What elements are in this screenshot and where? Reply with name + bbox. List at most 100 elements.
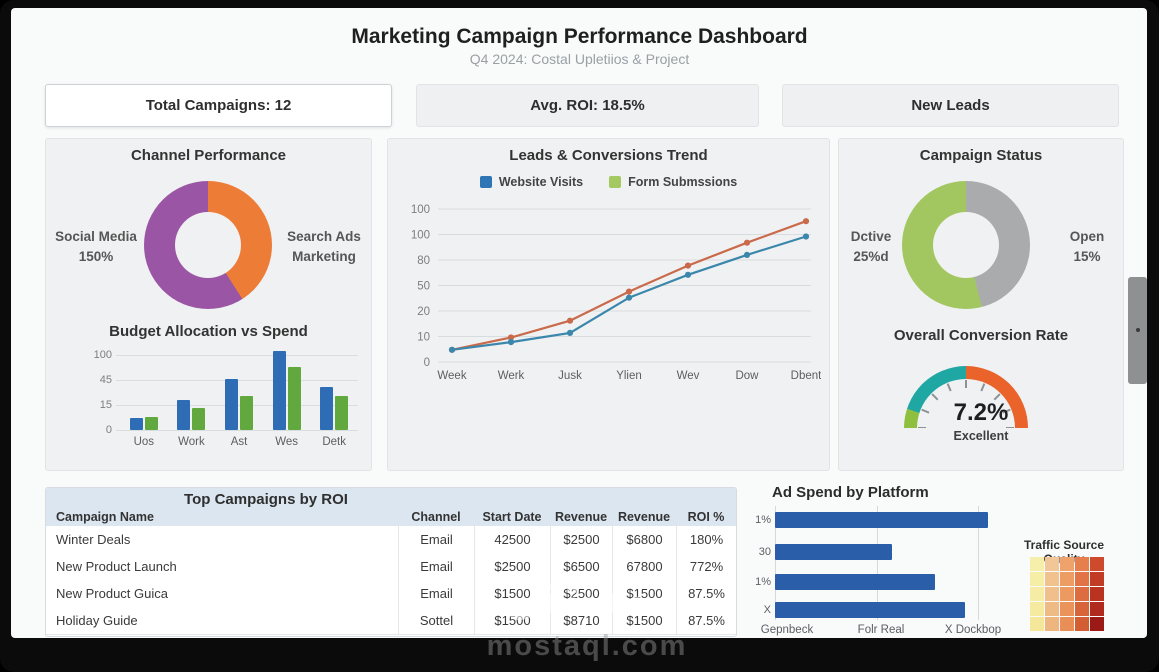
x-axis-label: Ast (230, 436, 248, 448)
heatmap-cell (1090, 587, 1104, 601)
donut-label-dctive: Dctive 25%d (850, 229, 892, 264)
bar (177, 400, 191, 430)
campaign-status-donut (902, 181, 1030, 309)
heatmap-cell (1060, 602, 1074, 616)
gridline (775, 506, 776, 620)
bar (775, 512, 988, 528)
gauge-tick (965, 380, 967, 388)
gauge-tick (918, 427, 926, 428)
heatmap-cell (1045, 602, 1059, 616)
heatmap-cell (1075, 587, 1089, 601)
top-campaigns-table: Top Campaigns by ROI Campaign Name Channe… (45, 487, 737, 637)
x-axis-label: Uos (133, 436, 155, 448)
table-cell: $1500 (612, 580, 676, 607)
column-header: Revenue (617, 510, 671, 524)
table-cell: Winter Deals (56, 532, 131, 547)
legend-item[interactable]: Form Submssions (609, 175, 737, 189)
x-axis-label: X Dockbop (944, 624, 1002, 636)
y-axis-label: 1% (755, 514, 771, 526)
donut-label-social-media: Social Media 150% (55, 229, 137, 264)
x-axis-label: Wes (275, 436, 298, 448)
donut-hole (933, 212, 999, 278)
heatmap-cell (1030, 617, 1044, 631)
panel-channel-performance: Channel Performance Social Media 150% Sea… (45, 138, 372, 471)
bar (192, 408, 206, 430)
table-cell: Email (398, 580, 474, 607)
table-cell: 67800 (612, 553, 676, 580)
scrollbar-thumb[interactable] (1128, 277, 1147, 384)
chart-title-channel-performance: Channel Performance (130, 147, 287, 164)
bar (225, 379, 238, 430)
svg-text:20: 20 (417, 306, 430, 318)
heatmap-cell (1045, 572, 1059, 586)
heatmap-cell (1060, 557, 1074, 571)
heatmap-cell (1075, 602, 1089, 616)
heatmap-cell (1075, 617, 1089, 631)
heatmap-cell (1060, 617, 1074, 631)
ad-spend-hbar-chart: 1% 30 1% X Gepnbeck Folr Real X Dockbop (745, 506, 1001, 642)
chart-title-conversion-rate: Overall Conversion Rate (893, 327, 1069, 344)
gauge-tick (1006, 427, 1014, 428)
svg-text:Dow: Dow (735, 370, 759, 382)
legend-item[interactable]: Website Visits (479, 175, 583, 189)
heatmap-cell (1030, 602, 1044, 616)
table-cell: $1500 (612, 607, 676, 634)
column-header: Revenue (554, 510, 608, 524)
svg-text:Wev: Wev (677, 370, 700, 382)
panel-campaign-status: Campaign Status Dctive 25%d Open 15% Overa… (838, 138, 1124, 471)
column-header: ROI % (687, 510, 725, 524)
bar (240, 396, 253, 430)
heatmap-cell (1045, 587, 1059, 601)
heatmap-cell (1060, 572, 1074, 586)
donut-label-search-ads: Search Ads Marketing (287, 229, 361, 264)
column-header: Channel (411, 510, 461, 524)
svg-text:0: 0 (424, 357, 430, 369)
table-row[interactable]: Winter Deals Email 42500 $2500 $6800 180% (46, 526, 736, 554)
chart-title-ad-spend: Ad Spend by Platform (772, 484, 929, 501)
table-cell: $2500 (550, 580, 612, 607)
bar (272, 351, 286, 430)
chart-title-budget-allocation: Budget Allocation vs Spend (109, 323, 308, 340)
table-cell: $1500 (474, 580, 550, 607)
thumb-dot-icon (1136, 328, 1140, 332)
kpi-new-leads[interactable]: New Leads (782, 84, 1119, 127)
svg-text:100: 100 (411, 204, 430, 216)
kpi-total-campaigns[interactable]: Total Campaigns: 12 (45, 84, 392, 127)
table-cell: New Product Launch (56, 559, 177, 574)
table-cell: 180% (676, 526, 736, 553)
table-cell: $2500 (474, 553, 550, 580)
table-row[interactable]: New Product Guica Email $1500 $2500 $1500 87.… (46, 580, 736, 608)
bar (335, 396, 349, 430)
conversion-rate-gauge (904, 366, 1028, 428)
svg-text:100: 100 (411, 230, 430, 242)
donut-hole (175, 212, 241, 278)
heatmap-cell (1075, 572, 1089, 586)
table-cell: $1500 (474, 607, 550, 634)
y-axis-label: 30 (758, 546, 771, 558)
heatmap-cell (1090, 572, 1104, 586)
bar (775, 602, 965, 618)
y-axis-tick: 45 (99, 374, 112, 386)
gridline (877, 506, 878, 620)
table-cell: 87.5% (676, 607, 736, 634)
table-cell: Email (398, 553, 474, 580)
column-header: Campaign Name (56, 510, 154, 524)
table-cell: $6500 (550, 553, 612, 580)
table-cell: Email (398, 526, 474, 553)
x-axis-label: Work (178, 436, 205, 448)
bar (320, 387, 334, 430)
kpi-avg-roi[interactable]: Avg. ROI: 18.5% (416, 84, 759, 127)
table-row[interactable]: New Product Launch Email $2500 $6500 67800 77… (46, 553, 736, 581)
table-cell: Holiday Guide (56, 613, 138, 628)
bar (775, 574, 935, 590)
table-cell: $6800 (612, 526, 676, 553)
bar (287, 367, 301, 430)
budget-bar-chart: 100 45 15 0 Uos Work Ast Wes Detk (80, 349, 364, 453)
heatmap-cell (1090, 602, 1104, 616)
table-row[interactable]: Holiday Guide Sottel $1500 $8710 $1500 87.5% (46, 607, 736, 635)
svg-text:Dbent: Dbent (791, 370, 821, 382)
svg-text:80: 80 (417, 255, 430, 267)
table-cell: 772% (676, 553, 736, 580)
svg-text:10: 10 (417, 332, 430, 344)
